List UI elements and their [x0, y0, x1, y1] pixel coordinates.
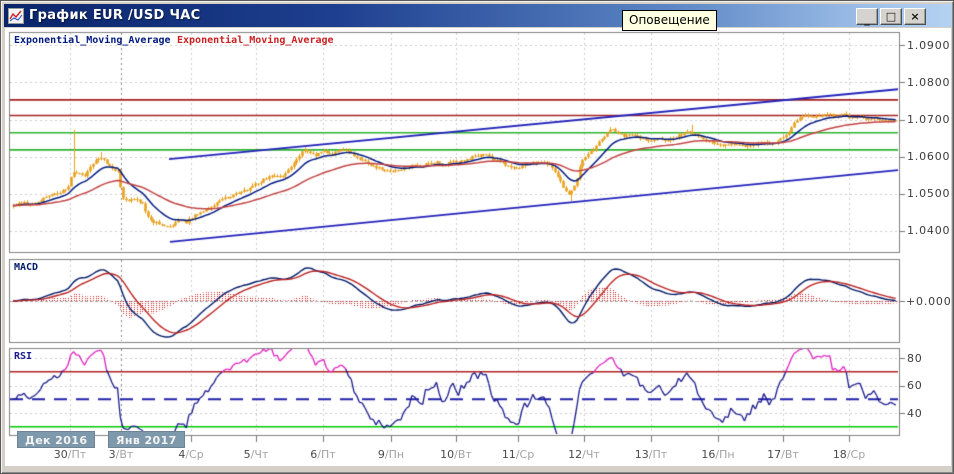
chart-icon	[9, 10, 23, 21]
alert-tooltip: Оповещение	[622, 10, 717, 31]
close-button[interactable]: ×	[904, 8, 926, 25]
month-badge-jan: Янв 2017	[108, 431, 185, 448]
window-controls: _ □ ×	[856, 8, 926, 25]
minimize-button[interactable]: _	[856, 8, 878, 25]
title-bar[interactable]: График EUR /USD ЧАС _ □ ×	[4, 4, 952, 27]
window-title: График EUR /USD ЧАС	[29, 8, 201, 23]
chart-app-icon[interactable]	[8, 7, 24, 24]
maximize-button[interactable]: □	[880, 8, 902, 25]
minimize-icon: _	[864, 13, 870, 26]
maximize-icon: □	[885, 10, 897, 23]
close-icon: ×	[910, 10, 920, 23]
month-badge-dec: Дек 2016	[17, 431, 96, 448]
